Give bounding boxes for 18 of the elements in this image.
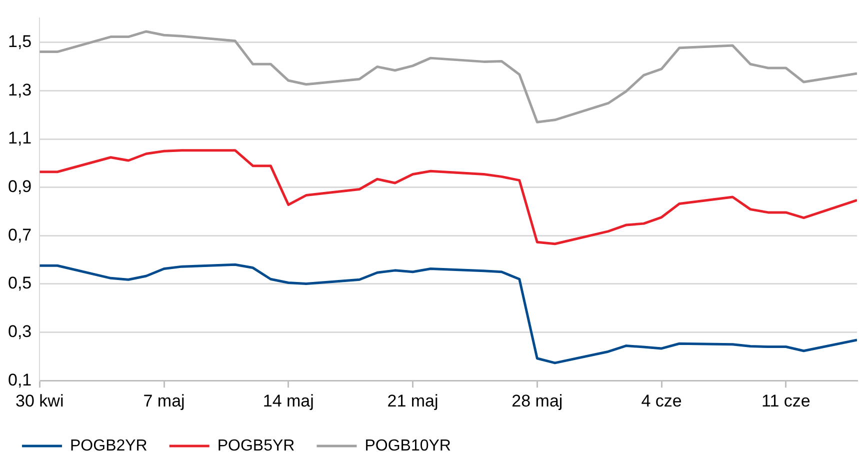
x-tick-label: 7 maj bbox=[143, 391, 185, 410]
legend-label: POGB5YR bbox=[217, 437, 295, 454]
x-tick-label: 28 maj bbox=[512, 391, 563, 410]
x-tick-label: 21 maj bbox=[387, 391, 438, 410]
y-tick-label: 0,7 bbox=[8, 225, 32, 244]
y-tick-label: 1,3 bbox=[8, 80, 32, 100]
x-tick-label: 4 cze bbox=[641, 391, 682, 410]
y-tick-label: 0,9 bbox=[8, 177, 32, 196]
y-tick-label: 0,3 bbox=[8, 322, 32, 341]
y-tick-label: 1,1 bbox=[8, 128, 32, 148]
legend-label: POGB10YR bbox=[364, 437, 451, 454]
x-tick-label: 11 cze bbox=[762, 391, 810, 410]
x-tick-label: 14 maj bbox=[262, 391, 314, 410]
y-tick-label: 1,5 bbox=[8, 32, 32, 52]
y-tick-label: 0,1 bbox=[8, 370, 32, 390]
y-tick-label: 0,5 bbox=[8, 274, 32, 293]
legend-label: POGB2YR bbox=[70, 437, 148, 454]
x-tick-label: 30 kwi bbox=[16, 391, 64, 410]
